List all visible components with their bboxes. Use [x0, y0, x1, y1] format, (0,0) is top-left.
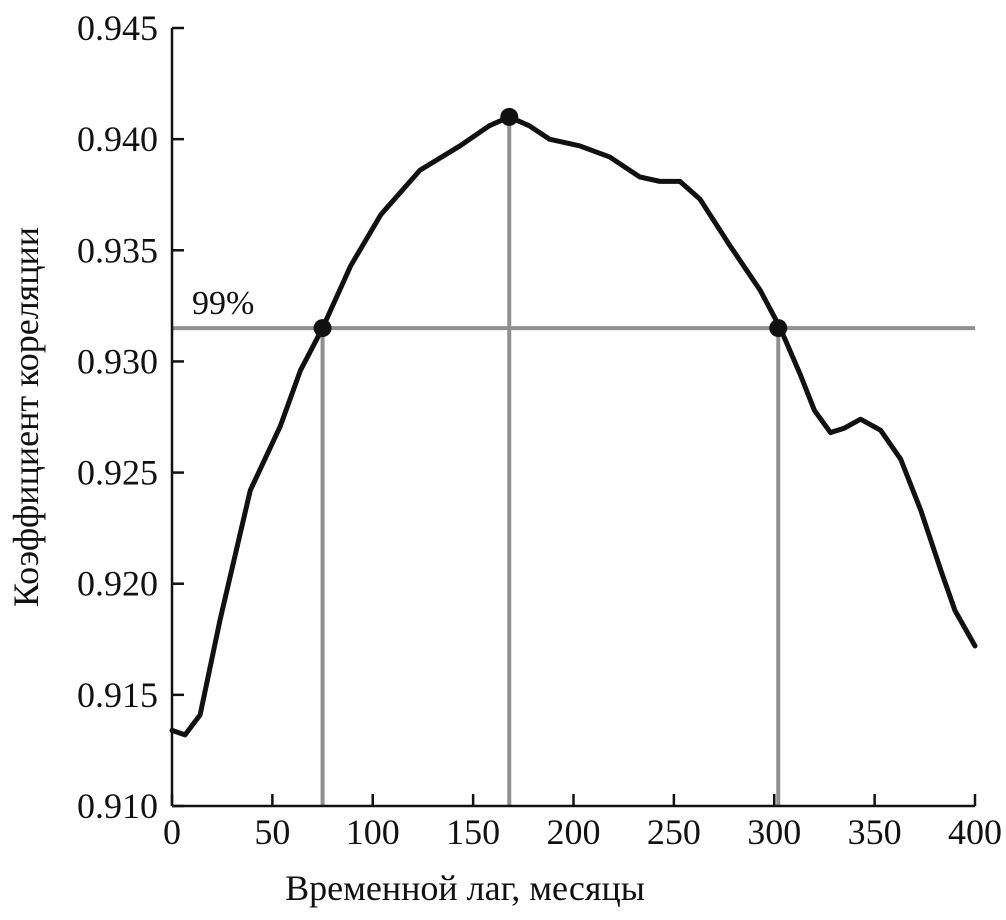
- x-axis-label: Временной лаг, месяцы: [285, 868, 645, 908]
- marker-dot: [769, 319, 788, 338]
- x-tick-label: 250: [647, 812, 701, 852]
- data-line: [169, 114, 978, 738]
- y-tick-label: 0.910: [77, 786, 158, 826]
- x-tick-label: 200: [547, 812, 601, 852]
- x-tick-label: 50: [254, 812, 290, 852]
- marker-dot: [313, 319, 332, 338]
- threshold-label: 99%: [192, 285, 254, 322]
- y-tick-label: 0.925: [77, 453, 158, 493]
- x-tick-label: 100: [346, 812, 400, 852]
- x-tick-label: 400: [948, 812, 1002, 852]
- y-tick-label: 0.935: [77, 230, 158, 270]
- y-tick-label: 0.940: [77, 119, 158, 159]
- y-tick-label: 0.930: [77, 341, 158, 381]
- y-axis-label: Коэффициент кореляции: [6, 227, 46, 607]
- x-tick-label: 150: [446, 812, 500, 852]
- x-tick-label: 300: [747, 812, 801, 852]
- marker-dot: [500, 107, 519, 126]
- x-tick-label: 0: [163, 812, 181, 852]
- x-tick-label: 350: [848, 812, 902, 852]
- y-tick-label: 0.945: [77, 8, 158, 48]
- y-tick-label: 0.915: [77, 675, 158, 715]
- y-tick-label: 0.920: [77, 564, 158, 604]
